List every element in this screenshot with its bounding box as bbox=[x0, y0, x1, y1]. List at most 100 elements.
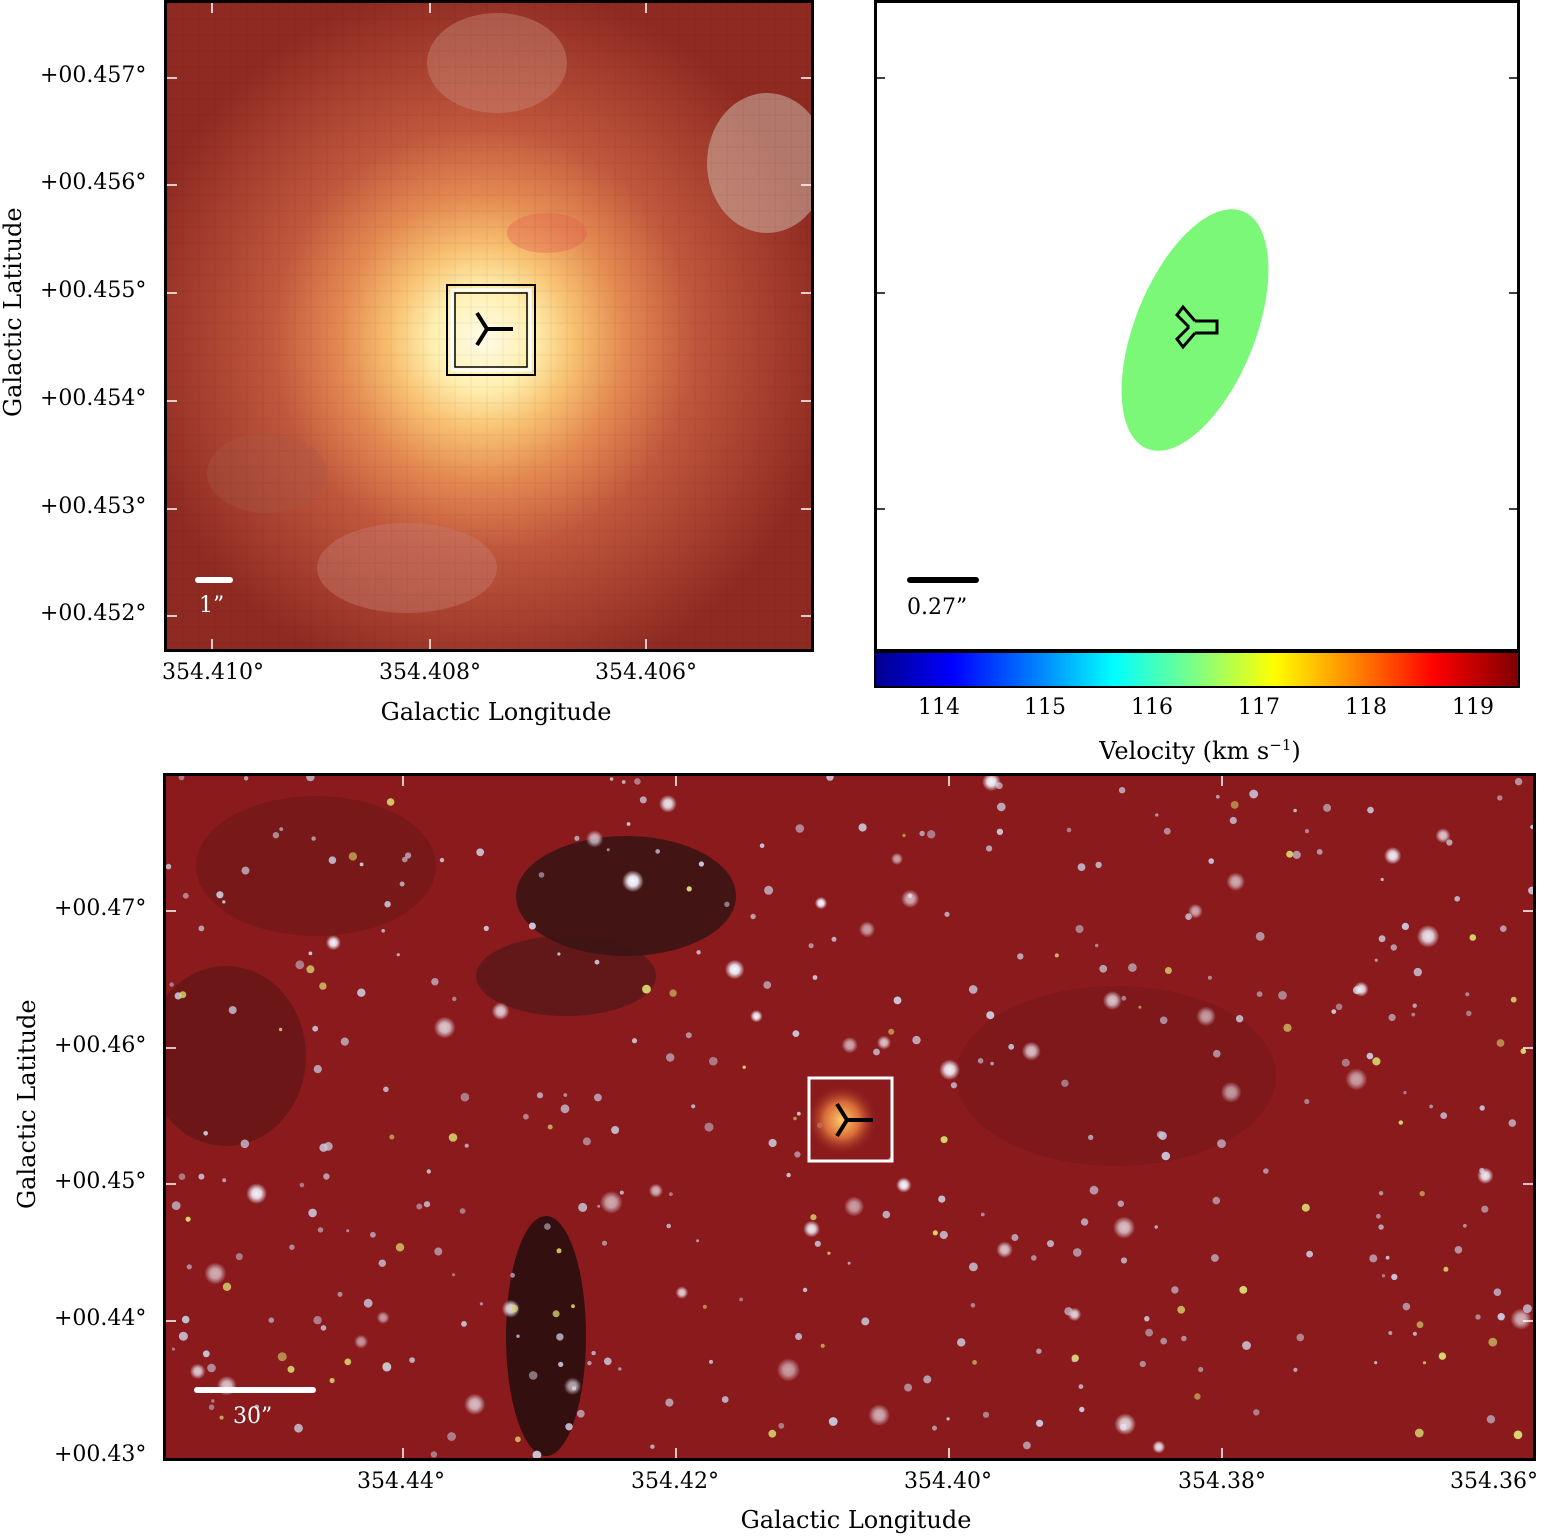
star bbox=[557, 952, 561, 956]
star bbox=[1493, 1288, 1502, 1296]
star bbox=[354, 1334, 369, 1349]
star bbox=[611, 1126, 620, 1134]
star bbox=[299, 1182, 305, 1188]
star bbox=[556, 1248, 562, 1254]
star bbox=[814, 1240, 821, 1247]
star bbox=[277, 1352, 287, 1362]
star bbox=[1054, 953, 1059, 958]
star bbox=[1118, 787, 1126, 794]
star bbox=[704, 1122, 714, 1132]
star bbox=[665, 1398, 674, 1407]
star bbox=[1510, 1308, 1532, 1330]
scale-bar-label: 30” bbox=[233, 1404, 273, 1429]
star bbox=[896, 1177, 912, 1193]
star bbox=[319, 982, 327, 990]
star bbox=[563, 1093, 568, 1097]
star bbox=[1212, 1196, 1221, 1205]
scale-bar bbox=[195, 577, 233, 583]
star bbox=[1378, 1224, 1384, 1230]
colorbar-label-end: ) bbox=[1291, 737, 1301, 765]
star bbox=[528, 922, 536, 930]
star bbox=[1497, 795, 1503, 801]
star bbox=[1114, 1413, 1137, 1436]
star bbox=[750, 1010, 763, 1023]
star bbox=[448, 1133, 458, 1142]
star bbox=[1196, 1006, 1216, 1027]
star bbox=[764, 885, 774, 895]
y-tick-label: +00.452° bbox=[40, 601, 147, 626]
star bbox=[1422, 1361, 1427, 1365]
star bbox=[1077, 863, 1086, 871]
star bbox=[208, 1404, 215, 1410]
star bbox=[1113, 1216, 1136, 1239]
x-tick-label: 354.42° bbox=[631, 1469, 719, 1494]
star bbox=[1401, 922, 1409, 930]
star bbox=[211, 1399, 215, 1403]
star bbox=[1479, 1105, 1485, 1111]
scale-bar bbox=[907, 577, 979, 583]
y-tick-label: +00.454° bbox=[40, 386, 147, 411]
star bbox=[1378, 935, 1386, 943]
star bbox=[1419, 1190, 1425, 1197]
star bbox=[1154, 1225, 1158, 1229]
star bbox=[1296, 1333, 1305, 1342]
star bbox=[986, 845, 993, 852]
dark-cloud bbox=[506, 1216, 586, 1456]
star bbox=[464, 1393, 486, 1415]
y-tick-label: +00.44° bbox=[54, 1306, 147, 1331]
star bbox=[323, 1173, 330, 1180]
star bbox=[348, 852, 358, 861]
star bbox=[686, 886, 692, 892]
star bbox=[1316, 849, 1323, 855]
star bbox=[1061, 1079, 1069, 1087]
star bbox=[166, 863, 172, 870]
star bbox=[434, 1247, 443, 1256]
star bbox=[464, 1143, 469, 1148]
star bbox=[587, 1360, 592, 1366]
star bbox=[279, 827, 284, 831]
dark-cloud bbox=[476, 936, 656, 1016]
star bbox=[810, 1214, 817, 1221]
star bbox=[384, 901, 391, 908]
star bbox=[396, 953, 400, 957]
star bbox=[1514, 777, 1523, 786]
star bbox=[202, 1350, 210, 1358]
colorbar-label-text: Velocity (km s bbox=[1099, 737, 1270, 765]
star bbox=[1181, 1335, 1187, 1342]
star bbox=[795, 824, 805, 833]
star bbox=[618, 1367, 622, 1371]
star bbox=[382, 1362, 392, 1372]
star bbox=[1306, 1250, 1313, 1258]
star bbox=[337, 1291, 343, 1297]
colorbar-tick-label: 114 bbox=[918, 695, 960, 720]
star bbox=[1440, 1112, 1448, 1119]
y-tick-label: +00.46° bbox=[54, 1033, 147, 1058]
star bbox=[1211, 1254, 1219, 1262]
star bbox=[1152, 1440, 1166, 1454]
dark-clouds bbox=[166, 796, 1276, 1456]
colorbar-tick-label: 115 bbox=[1024, 695, 1066, 720]
wide-field-image bbox=[166, 776, 1533, 1458]
star bbox=[970, 1303, 976, 1308]
star bbox=[346, 1229, 350, 1233]
star bbox=[882, 1210, 891, 1219]
colorbar-label: Velocity (km s−1) bbox=[1000, 736, 1400, 765]
star bbox=[1438, 1352, 1447, 1360]
star bbox=[1164, 967, 1172, 974]
star bbox=[1416, 925, 1440, 948]
star bbox=[1384, 847, 1402, 865]
star bbox=[439, 857, 445, 863]
star bbox=[893, 996, 902, 1005]
star bbox=[796, 1111, 801, 1116]
star bbox=[171, 1347, 175, 1351]
star bbox=[1530, 824, 1533, 830]
star bbox=[1161, 1151, 1171, 1161]
star bbox=[1454, 896, 1460, 902]
star bbox=[308, 1208, 317, 1218]
star bbox=[759, 843, 765, 848]
star bbox=[1255, 932, 1265, 941]
star bbox=[1073, 1248, 1082, 1257]
star bbox=[189, 1363, 206, 1380]
star bbox=[997, 802, 1006, 812]
star bbox=[216, 891, 224, 899]
